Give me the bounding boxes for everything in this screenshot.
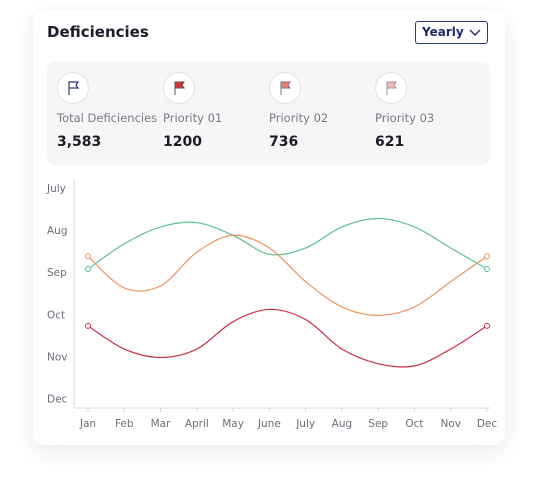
x-tick-label: June <box>257 418 281 430</box>
icon <box>163 72 195 104</box>
x-tick-label: May <box>222 418 244 430</box>
x-tick-label: Jan <box>79 418 96 430</box>
x-tick-label: July <box>295 418 315 430</box>
stat-label: Priority 02 <box>269 111 329 125</box>
line-series <box>87 308 488 368</box>
stat-label: Total Deficiencies <box>57 111 158 125</box>
x-tick-label: Dec <box>477 418 498 430</box>
x-tick-label: Feb <box>115 418 134 430</box>
x-tick-label: April <box>185 418 209 430</box>
end-point <box>85 253 91 260</box>
icon <box>269 72 301 104</box>
x-tick-label: Aug <box>332 418 353 430</box>
icon <box>57 72 89 104</box>
y-tick-label: Aug <box>47 225 68 237</box>
end-point <box>484 253 490 260</box>
x-tick-label: Nov <box>440 418 461 430</box>
line-series <box>87 217 488 270</box>
line-series <box>87 234 488 316</box>
icon <box>375 72 407 104</box>
stats-panel: Total Deficiencies 3,583 Priority 01 1200 … <box>47 62 490 165</box>
card: Deficiencies Yearly Total Deficiencies 3,… <box>33 10 505 445</box>
x-tick-label: Oct <box>405 418 423 430</box>
y-tick-label: Dec <box>47 394 68 406</box>
dropdown-label: Yearly <box>422 25 464 39</box>
y-tick-label: July <box>46 183 66 195</box>
stat-value: 736 <box>269 134 299 150</box>
end-point <box>85 322 91 329</box>
stat-value: 3,583 <box>57 134 102 150</box>
end-point <box>484 266 490 273</box>
stat-value: 621 <box>375 134 405 150</box>
chevron <box>469 29 481 36</box>
end-point <box>484 322 490 329</box>
y-tick-label: Nov <box>47 351 68 363</box>
stat-value: 1200 <box>163 134 202 150</box>
stat-label: Priority 03 <box>375 111 435 125</box>
x-tick-label: Sep <box>368 418 388 430</box>
y-tick-label: Oct <box>47 309 65 321</box>
card-title: Deficiencies <box>47 23 149 41</box>
y-tick-label: Sep <box>47 267 67 279</box>
end-point <box>85 266 91 273</box>
stat-label: Priority 01 <box>163 111 223 125</box>
period-dropdown[interactable]: Yearly <box>415 21 488 44</box>
x-tick-label: Mar <box>151 418 171 430</box>
